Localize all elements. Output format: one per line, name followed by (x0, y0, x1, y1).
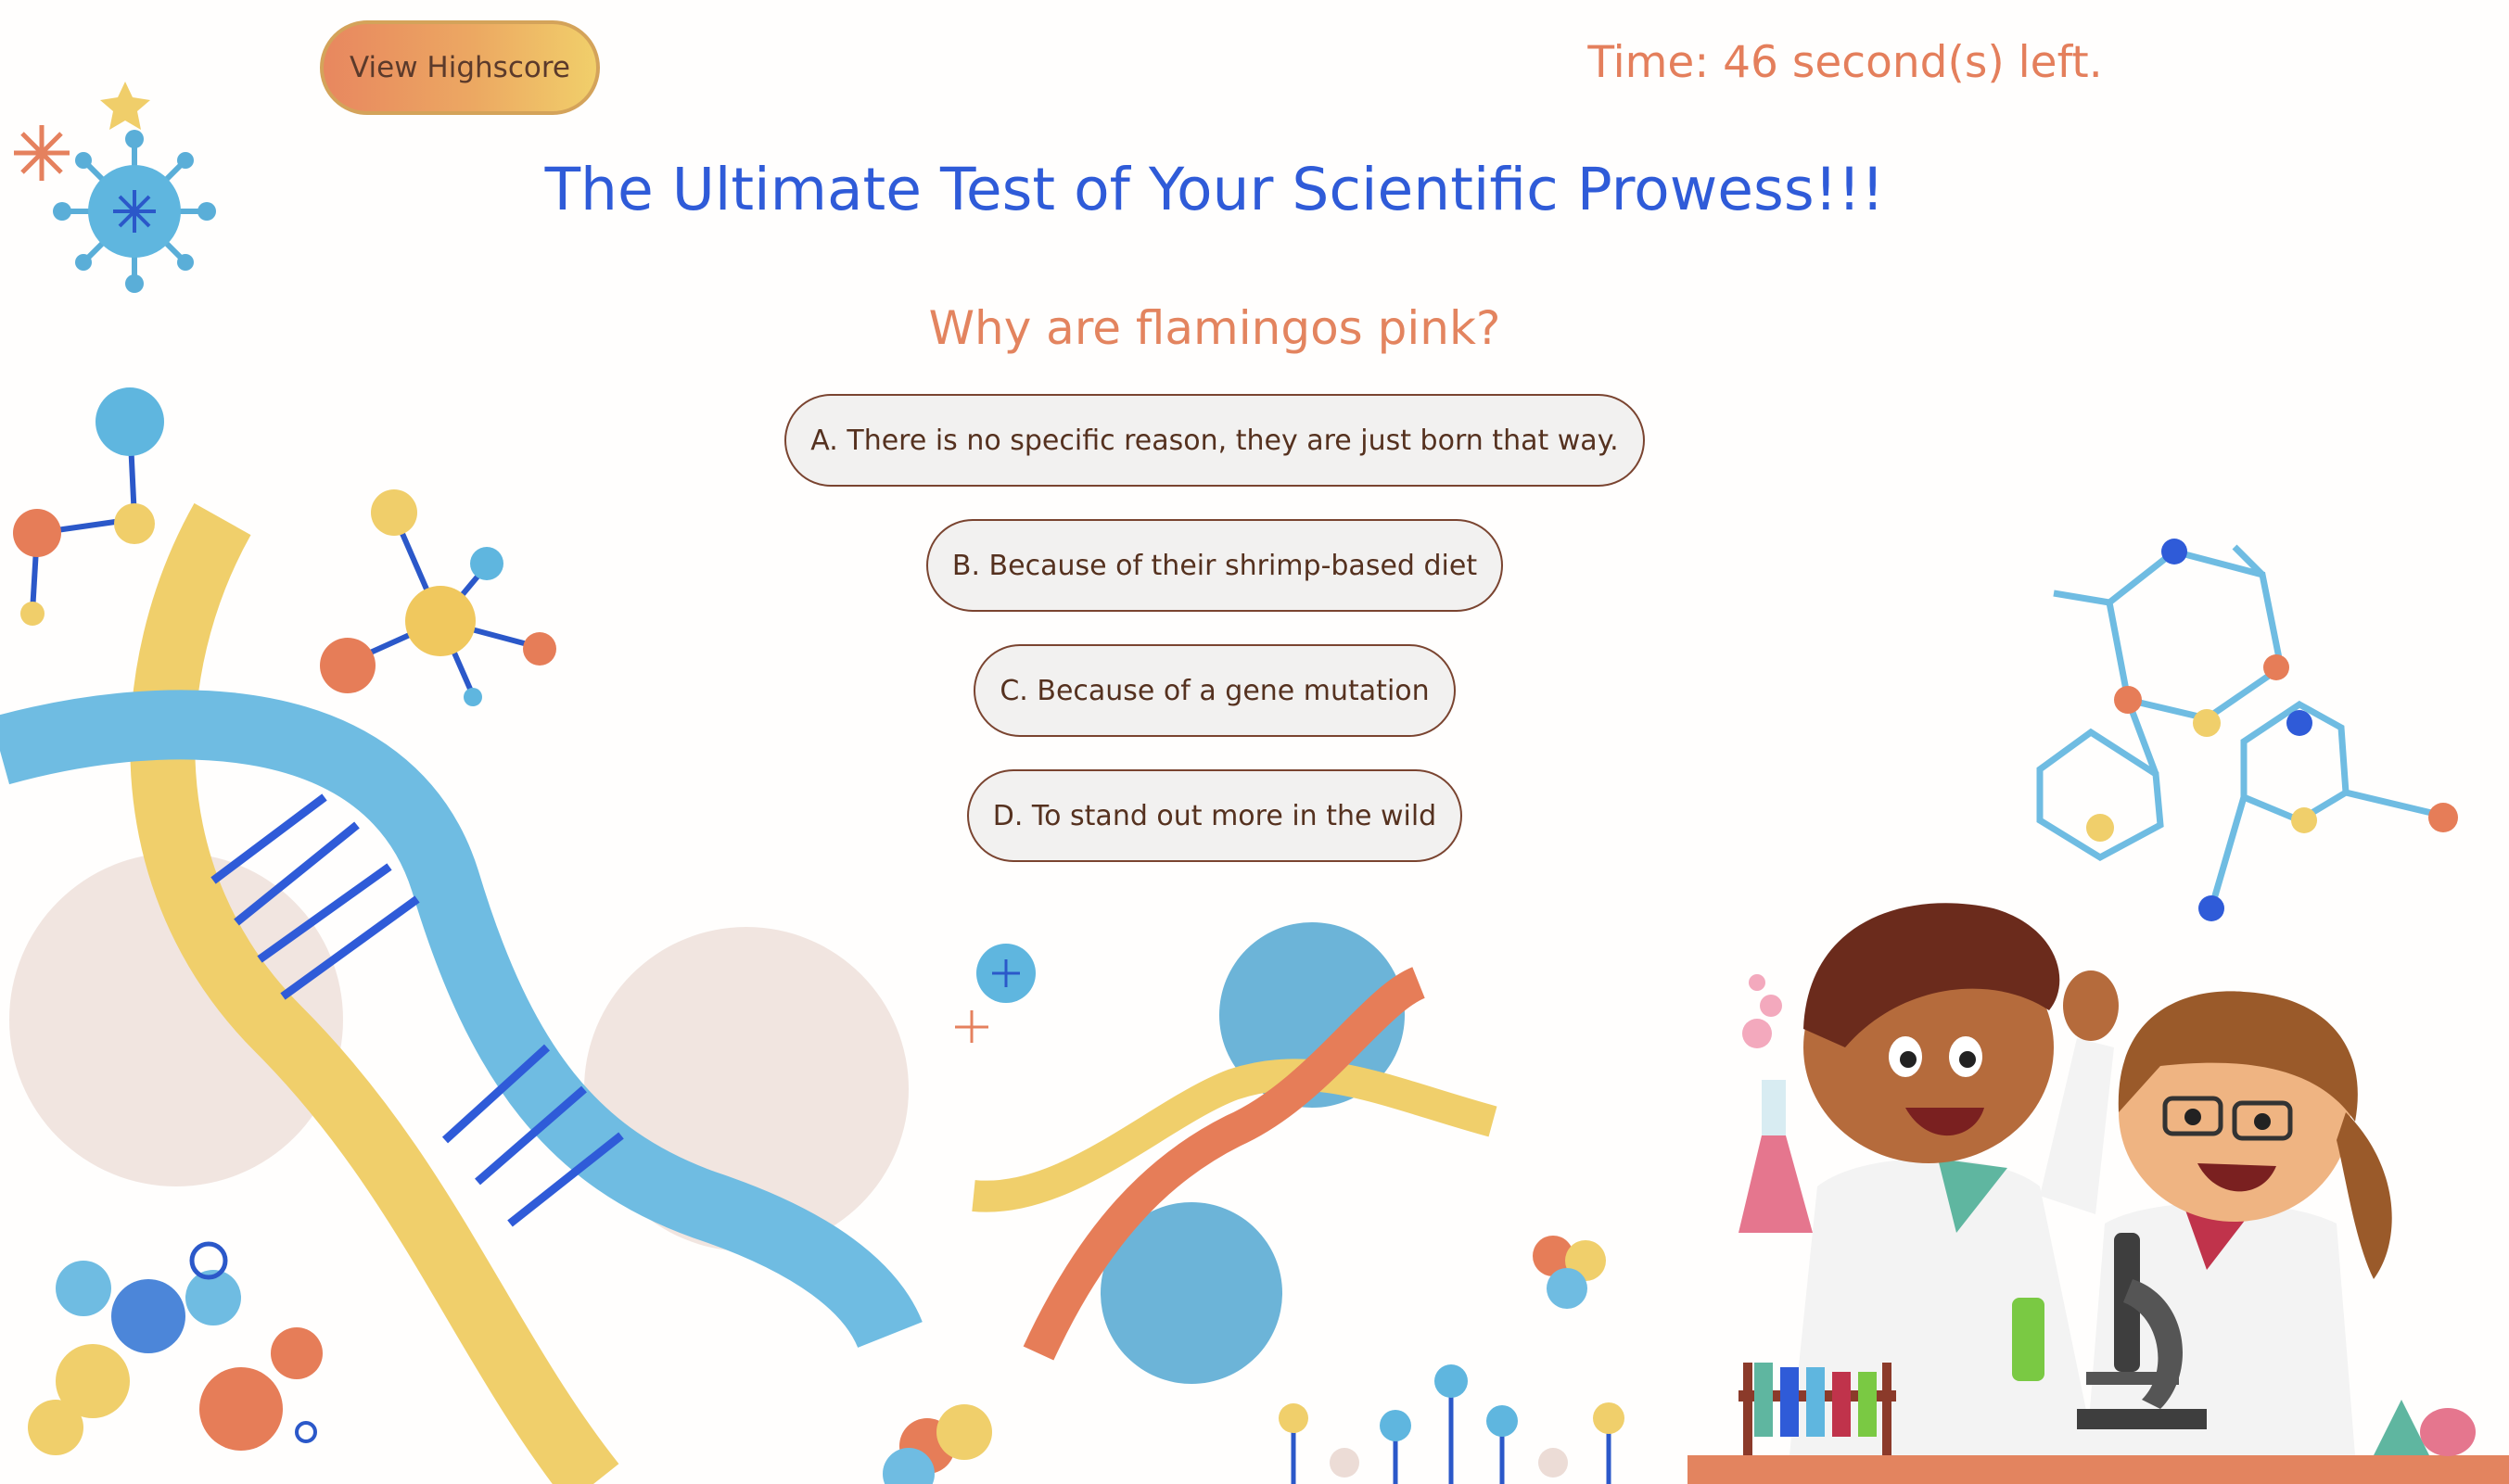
sparkle-icon (14, 125, 70, 181)
page-title: The Ultimate Test of Your Scientific Pro… (544, 156, 1885, 223)
lab-bench (1688, 1455, 2509, 1484)
virus-icon-small (955, 944, 1036, 1043)
answer-option-c[interactable]: C. Because of a gene mutation (974, 644, 1456, 737)
microscope-icon (2077, 1233, 2207, 1429)
answer-option-d[interactable]: D. To stand out more in the wild (966, 769, 1463, 862)
pale-circle-left (9, 853, 343, 1186)
dna-helix-icon (0, 502, 923, 1484)
timer-text: Time: 46 second(s) left. (1587, 37, 2103, 88)
molecule-icon (13, 387, 164, 626)
scientist-kids-illustration (1738, 903, 2476, 1456)
dna-helix-small-icon (972, 967, 1497, 1361)
answer-list: A. There is no specific reason, they are… (0, 394, 2429, 894)
star-icon (100, 82, 150, 130)
flask-icon (1738, 974, 1813, 1233)
virus-icon (53, 130, 216, 293)
blue-circle-center-low (1101, 1202, 1282, 1384)
question-text: Why are flamingos pink? (928, 301, 1501, 355)
answer-option-a[interactable]: A. There is no specific reason, they are… (784, 394, 1645, 487)
pins-decoration (1279, 1364, 1624, 1484)
atom-cluster-icon (883, 1236, 1606, 1484)
hexagon-nodes (2086, 539, 2458, 921)
view-highscore-button[interactable]: View Highscore (320, 20, 600, 115)
test-tubes-icon (1738, 1363, 1896, 1455)
blob-cluster (28, 1241, 323, 1455)
molecule-icon-2 (320, 489, 556, 706)
answer-option-b[interactable]: B. Because of their shrimp-based diet (925, 519, 1504, 612)
